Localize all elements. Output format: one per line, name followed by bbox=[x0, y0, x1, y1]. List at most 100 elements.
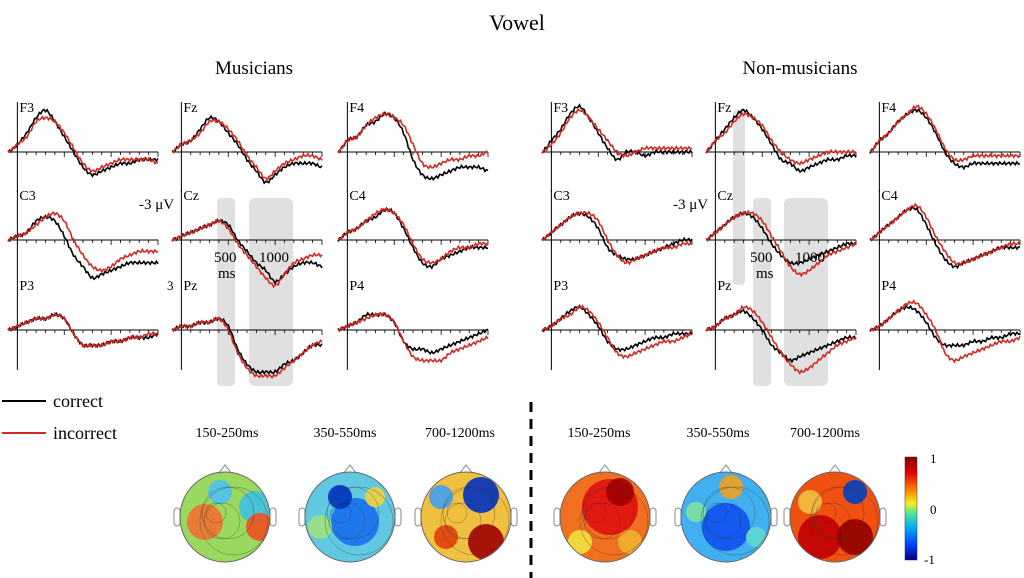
ear-shape bbox=[553, 507, 561, 527]
erp-panel-p3: P3 bbox=[7, 279, 159, 370]
erp-panel-fz: Fz bbox=[705, 101, 857, 192]
topomap-blob bbox=[568, 530, 592, 554]
waveform-correct bbox=[337, 311, 489, 355]
scale-amplitude-bottom: 3 bbox=[167, 278, 174, 293]
erp-panel-c3: C3 bbox=[7, 189, 159, 281]
topomap-head bbox=[553, 464, 657, 563]
head-outline bbox=[420, 471, 512, 563]
waveform-incorrect bbox=[541, 107, 693, 159]
legend-label-incorrect: incorrect bbox=[53, 423, 117, 443]
topomap-blob bbox=[702, 503, 750, 551]
erp-panel-f3: F3 bbox=[7, 101, 159, 192]
ear-shape bbox=[783, 507, 791, 527]
waveform-incorrect bbox=[171, 316, 323, 380]
scale-non-musicians: -3 μV 500 1000 ms bbox=[673, 197, 825, 282]
topomap-blob bbox=[618, 530, 642, 554]
ear-shape bbox=[510, 507, 518, 527]
topomap-contour bbox=[440, 486, 510, 556]
topomap-head bbox=[298, 464, 402, 563]
erp-panel-f4: F4 bbox=[869, 101, 1021, 192]
waveform-correct bbox=[171, 114, 323, 185]
topomap-fill bbox=[305, 472, 395, 562]
topomap-blob bbox=[468, 524, 504, 560]
ear-shape bbox=[269, 507, 277, 527]
waveform-incorrect bbox=[338, 311, 489, 364]
waveform-incorrect bbox=[337, 207, 489, 266]
head-outline bbox=[179, 471, 271, 563]
waveform-correct bbox=[869, 304, 1021, 349]
electrode-label: Pz bbox=[183, 279, 197, 294]
colorbar-mid-label: 0 bbox=[930, 502, 937, 517]
topomap-label: 150-250ms bbox=[568, 426, 631, 441]
topomap-contour bbox=[704, 502, 742, 540]
topomap-blob bbox=[429, 485, 453, 509]
group-title-non-musicians: Non-musicians bbox=[742, 58, 857, 79]
erp-panel-cz: Cz bbox=[705, 189, 857, 280]
waveform-correct bbox=[869, 108, 1021, 171]
electrode-label: F3 bbox=[19, 101, 34, 116]
topomap-head bbox=[783, 464, 887, 563]
head-outline bbox=[559, 471, 651, 563]
waveform-correct bbox=[171, 218, 323, 286]
electrode-label: Cz bbox=[717, 189, 733, 204]
ear-shape bbox=[879, 507, 887, 527]
waveform-incorrect bbox=[171, 218, 323, 289]
waveform-incorrect bbox=[337, 111, 489, 170]
ear-shape bbox=[298, 507, 306, 527]
electrode-label: F4 bbox=[349, 101, 364, 116]
topomap-head bbox=[414, 464, 518, 563]
topomap-blob bbox=[843, 480, 867, 504]
topomap-contour bbox=[579, 486, 649, 556]
erp-panel-cz: Cz bbox=[171, 189, 323, 289]
band-non-musicians-fz bbox=[733, 110, 745, 285]
topomap-fill bbox=[790, 472, 880, 562]
topomap-contour bbox=[326, 486, 380, 540]
topomap-label: 700-1200ms bbox=[790, 426, 860, 441]
erp-panel-p4: P4 bbox=[869, 279, 1021, 370]
topomap-contour bbox=[700, 486, 770, 556]
electrode-label: P3 bbox=[553, 279, 568, 294]
topomap-blob bbox=[365, 487, 385, 507]
waveform-correct bbox=[705, 108, 857, 173]
waveform-incorrect bbox=[869, 299, 1021, 364]
topomap-fill bbox=[560, 472, 650, 562]
topomap-blob bbox=[434, 525, 458, 549]
erp-panel-p3: P3 bbox=[541, 279, 693, 370]
waveform-incorrect bbox=[7, 210, 159, 274]
ear-shape bbox=[674, 507, 682, 527]
electrode-label: Cz bbox=[183, 189, 199, 204]
erp-panels: F3 Fz F4 C3 Cz C4 P3 Pz P4 F3 Fz F4 C3 Cz C4 P3 Pz P4 bbox=[7, 101, 1021, 380]
waveform-incorrect bbox=[705, 209, 857, 278]
topomap-contour bbox=[702, 486, 756, 540]
electrode-label: P4 bbox=[881, 279, 896, 294]
scale-unit-label: ms bbox=[756, 266, 774, 282]
topomap-blob bbox=[463, 477, 499, 513]
topomap-blob bbox=[798, 515, 842, 559]
waveform-incorrect bbox=[705, 111, 857, 166]
waveform-incorrect bbox=[7, 115, 159, 174]
electrode-label: P3 bbox=[19, 279, 34, 294]
waveform-incorrect bbox=[869, 104, 1021, 163]
electrode-label: C4 bbox=[349, 189, 365, 204]
electrode-label: F4 bbox=[881, 101, 896, 116]
topomap-contour bbox=[199, 486, 269, 556]
scale-unit-label: ms bbox=[218, 266, 236, 282]
waveform-incorrect bbox=[171, 117, 323, 182]
group-title-musicians: Musicians bbox=[215, 58, 293, 79]
topomaps bbox=[173, 464, 887, 563]
topomap-contour bbox=[581, 486, 635, 540]
head-outline bbox=[680, 471, 772, 563]
topomap-label: 150-250ms bbox=[196, 426, 259, 441]
head-outline bbox=[789, 471, 881, 563]
legend-label-correct: correct bbox=[53, 391, 103, 411]
topomap-blob bbox=[308, 515, 332, 539]
topomap-contour bbox=[809, 486, 879, 556]
waveform-incorrect bbox=[869, 202, 1021, 267]
waveform-correct bbox=[7, 214, 159, 281]
topomap-contour bbox=[811, 486, 865, 540]
band-non-musicians-early bbox=[753, 198, 771, 386]
figure-title: Vowel bbox=[489, 10, 545, 35]
topomap-contour bbox=[203, 502, 241, 540]
erp-panel-pz: Pz bbox=[171, 279, 323, 380]
band-musicians-late bbox=[249, 198, 293, 386]
